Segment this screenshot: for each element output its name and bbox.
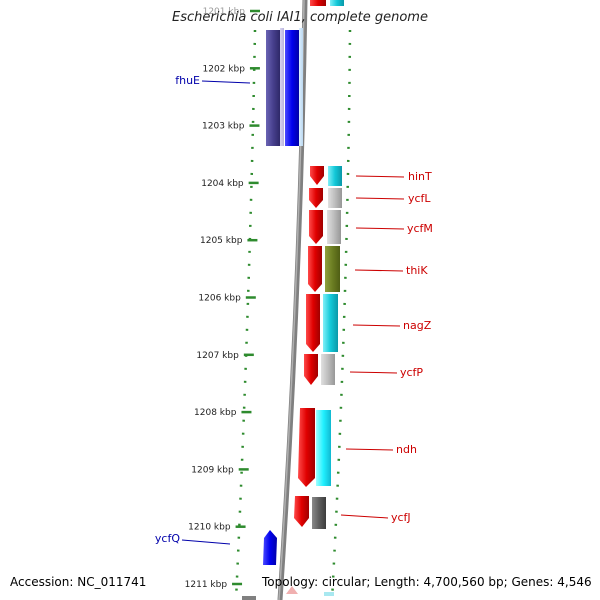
feature-ycfL-cog bbox=[328, 188, 342, 208]
leader-thiK bbox=[354, 269, 404, 272]
ruler-tick-label: 1211 kbp bbox=[185, 580, 228, 590]
genome-backbone bbox=[277, 0, 308, 600]
feature-fhuE bbox=[285, 30, 299, 146]
gene-label-ycfM[interactable]: ycfM bbox=[407, 222, 433, 235]
genome-title: Escherichia coli IAI1, complete genome bbox=[172, 10, 428, 25]
feature-thiK bbox=[308, 246, 322, 292]
gene-label-ycfL[interactable]: ycfL bbox=[408, 192, 431, 205]
ruler-tick-label: 1210 kbp bbox=[188, 523, 231, 533]
feature-shadow-fhuE-2 bbox=[299, 28, 303, 146]
feature-fragment-pink-bottom bbox=[286, 586, 298, 594]
gene-label-nagZ[interactable]: nagZ bbox=[403, 319, 432, 332]
feature-ycfJ bbox=[294, 496, 309, 527]
ruler-tick-label: 1202 kbp bbox=[203, 64, 246, 74]
feature-thiK-cog bbox=[325, 246, 340, 292]
feature-ycfQ bbox=[263, 530, 277, 565]
feature-ycfP bbox=[304, 354, 318, 385]
gene-label-ycfQ[interactable]: ycfQ bbox=[155, 532, 180, 545]
leader-fhuE bbox=[201, 80, 251, 84]
feature-ycfL bbox=[309, 188, 323, 208]
leader-hinT bbox=[355, 175, 405, 178]
feature-nagZ-cog bbox=[323, 294, 338, 352]
ruler-tick-label: 1206 kbp bbox=[198, 294, 241, 304]
feature-fragment-red-top bbox=[310, 0, 326, 6]
leader-ycfL bbox=[355, 197, 405, 200]
feature-ndh bbox=[298, 408, 315, 487]
gene-label-ndh[interactable]: ndh bbox=[396, 443, 417, 456]
feature-fragment-cyan-bottom bbox=[324, 592, 334, 596]
feature-fragment-cyan-top bbox=[330, 0, 344, 6]
gene-label-fhuE[interactable]: fhuE bbox=[175, 74, 200, 87]
gene-labels: fhuE hinT ycfL ycfM thiK nagZ ycfP ndh y… bbox=[155, 74, 433, 545]
feature-ndh-cog bbox=[316, 410, 331, 486]
gene-label-ycfP[interactable]: ycfP bbox=[400, 366, 423, 379]
left-guide-line bbox=[234, 29, 257, 600]
gene-label-thiK[interactable]: thiK bbox=[406, 264, 428, 277]
leader-ycfM bbox=[355, 227, 405, 230]
leader-ndh bbox=[345, 448, 394, 451]
feature-nagZ bbox=[306, 294, 320, 352]
leader-nagZ bbox=[352, 324, 401, 327]
feature-ycfM bbox=[309, 210, 323, 244]
gene-label-ycfJ[interactable]: ycfJ bbox=[391, 511, 411, 524]
ruler: 1201 kbp 1202 kbp 1203 kbp 1204 kbp 1205 kbp… bbox=[185, 7, 260, 590]
feature-ycfM-cog bbox=[327, 210, 341, 244]
ruler-tick-label: 1203 kbp bbox=[202, 122, 245, 132]
gene-label-hinT[interactable]: hinT bbox=[408, 170, 432, 183]
feature-ycfP-cog bbox=[321, 354, 335, 385]
genome-summary-text: Topology: circular; Length: 4,700,560 bp… bbox=[262, 575, 592, 589]
accession-text: Accession: NC_011741 bbox=[10, 575, 147, 589]
label-leader-lines bbox=[181, 80, 405, 545]
ruler-tick-label: 1205 kbp bbox=[200, 236, 243, 246]
feature-shadow-fhuE bbox=[280, 28, 284, 146]
ruler-tick-label: 1204 kbp bbox=[201, 179, 244, 189]
ruler-tick-label: 1201 kbp bbox=[203, 7, 246, 17]
leader-ycfP bbox=[349, 371, 398, 374]
ruler-tick-label: 1207 kbp bbox=[196, 351, 239, 361]
feature-fhuE-cog bbox=[266, 30, 280, 146]
feature-hinT-cog bbox=[328, 166, 342, 186]
leader-ycfJ bbox=[340, 514, 389, 519]
ruler-tick-label: 1209 kbp bbox=[191, 465, 234, 475]
feature-hinT bbox=[310, 166, 324, 185]
ruler-tick-label: 1208 kbp bbox=[194, 408, 237, 418]
leader-ycfQ bbox=[181, 539, 231, 545]
feature-ycfJ-cog bbox=[312, 497, 326, 529]
feature-fragment-gray-bottom bbox=[242, 596, 256, 600]
